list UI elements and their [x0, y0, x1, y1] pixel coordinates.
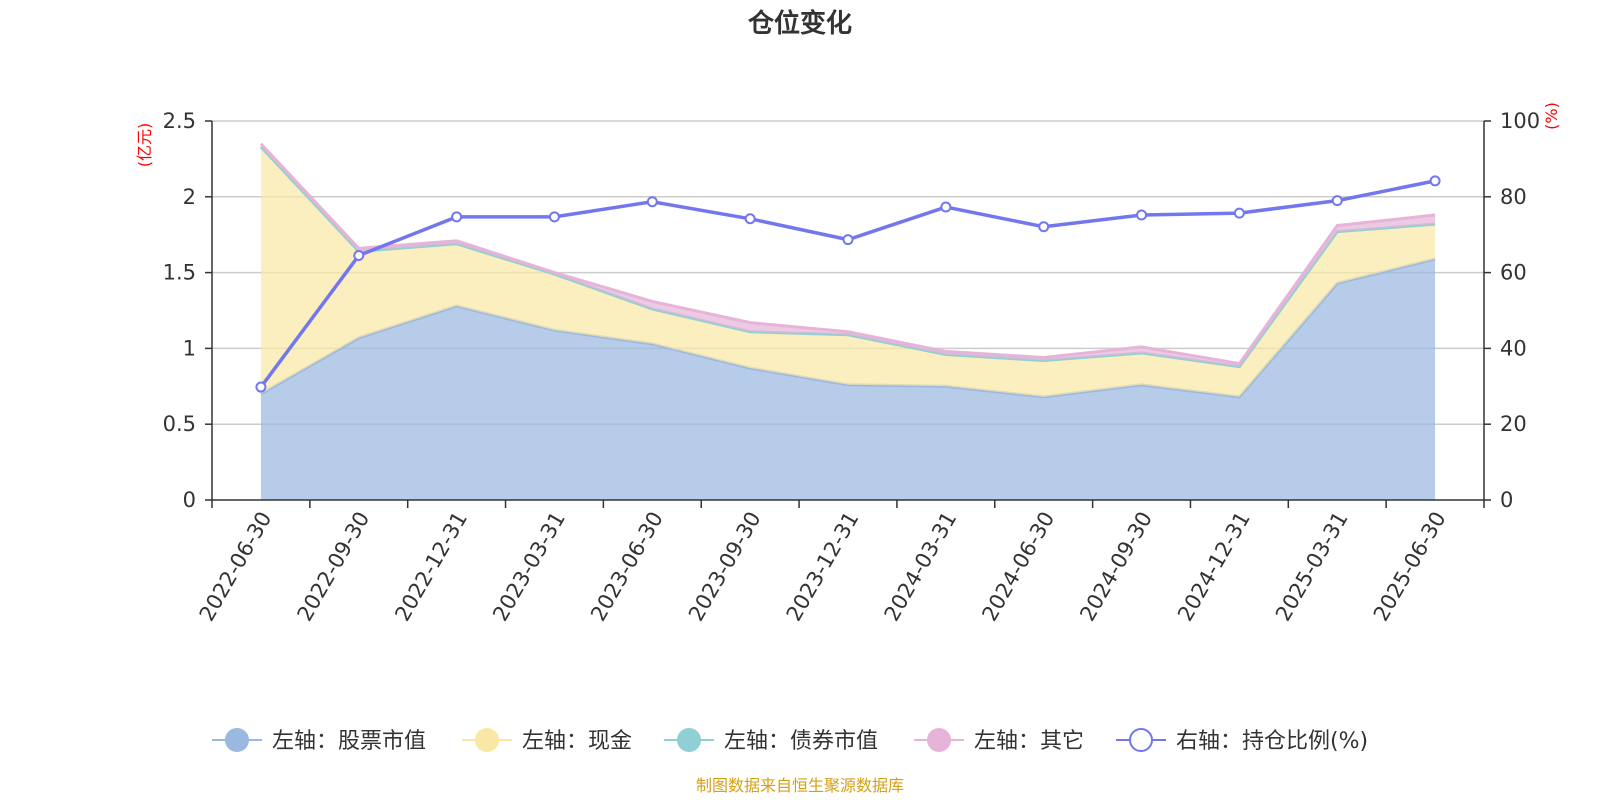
x-tick-label: 2024-12-31 — [1173, 508, 1255, 626]
legend-marker — [677, 728, 701, 752]
right-tick-label: 0 — [1500, 488, 1513, 512]
legend-item-0[interactable]: 左轴：股票市值 — [212, 728, 426, 754]
x-tick-label: 2022-06-30 — [195, 508, 277, 626]
ratio-point — [1331, 195, 1343, 207]
legend-label: 左轴：现金 — [522, 729, 632, 754]
area-line-3 — [259, 142, 1436, 366]
left-tick-label: 2 — [183, 185, 196, 209]
left-tick-label: 2.5 — [163, 109, 196, 133]
legend-marker — [475, 728, 499, 752]
ratio-point — [646, 196, 658, 208]
ratio-point — [451, 211, 463, 223]
area-series-0 — [260, 258, 1436, 500]
legend-marker — [225, 728, 249, 752]
legend-label: 左轴：股票市值 — [272, 729, 426, 754]
legend-marker — [927, 728, 951, 752]
x-tick-label: 2025-03-31 — [1271, 508, 1353, 626]
ratio-point — [1136, 209, 1148, 221]
legend-label: 右轴：持仓比例(%) — [1176, 729, 1368, 754]
ratio-point — [940, 201, 952, 213]
left-axis-unit: (亿元) — [135, 123, 154, 168]
right-tick-label: 80 — [1500, 185, 1527, 209]
left-tick-label: 1 — [183, 336, 196, 360]
stacked-areas — [259, 142, 1436, 500]
legend-item-3[interactable]: 左轴：其它 — [914, 728, 1084, 754]
left-tick-label: 0.5 — [163, 412, 196, 436]
x-tick-label: 2024-09-30 — [1075, 508, 1157, 626]
ratio-point — [842, 234, 854, 246]
x-tick-label: 2023-06-30 — [586, 508, 668, 626]
x-tick-label: 2022-09-30 — [292, 508, 374, 626]
x-tick-label: 2024-06-30 — [977, 508, 1059, 626]
source-note: 制图数据来自恒生聚源数据库 — [696, 776, 904, 795]
right-tick-label: 60 — [1500, 261, 1527, 285]
legend[interactable]: 左轴：股票市值 左轴：现金 左轴：债券市值 左轴：其它 右轴：持仓比例(%) — [212, 728, 1368, 754]
area-series-1 — [260, 146, 1436, 397]
legend-item-1[interactable]: 左轴：现金 — [462, 728, 632, 754]
right-axis-unit: (%) — [1542, 102, 1561, 130]
ratio-point — [548, 211, 560, 223]
chart-title: 仓位变化 — [747, 8, 852, 39]
x-tick-label: 2022-12-31 — [390, 507, 472, 625]
left-tick-label: 1.5 — [163, 261, 196, 285]
legend-label: 左轴：其它 — [974, 729, 1084, 754]
legend-item-2[interactable]: 左轴：债券市值 — [664, 728, 878, 754]
ratio-point — [255, 381, 267, 393]
right-tick-label: 20 — [1500, 412, 1527, 436]
ratio-point — [1038, 221, 1050, 233]
ratio-point — [1233, 207, 1245, 219]
left-tick-label: 0 — [183, 488, 196, 512]
x-tick-label: 2023-12-31 — [782, 508, 864, 626]
ratio-point — [353, 250, 365, 262]
right-tick-label: 40 — [1500, 336, 1527, 360]
right-tick-label: 100 — [1500, 109, 1540, 133]
x-tick-label: 2024-03-31 — [880, 508, 962, 626]
x-tick-label: 2025-06-30 — [1369, 508, 1451, 626]
x-tick-label: 2023-03-31 — [488, 508, 570, 626]
x-tick-label: 2023-09-30 — [684, 508, 766, 626]
legend-item-4[interactable]: 右轴：持仓比例(%) — [1116, 728, 1368, 754]
ratio-point — [744, 213, 756, 225]
ratio-line — [255, 175, 1441, 393]
area-series-3 — [260, 143, 1436, 367]
legend-label: 左轴：债券市值 — [724, 729, 878, 754]
legend-marker — [1129, 728, 1153, 752]
ratio-point — [1429, 175, 1441, 187]
